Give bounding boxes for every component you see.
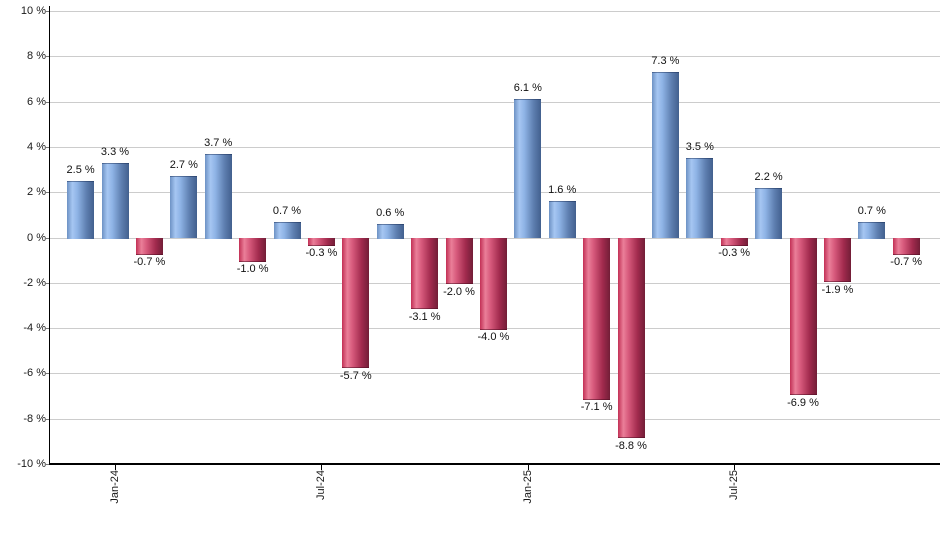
bar-mar-25	[583, 238, 611, 400]
bar-value-label: -4.0 %	[477, 331, 510, 343]
y-axis-label: 8 %	[27, 50, 46, 62]
bar-sep-24	[376, 224, 404, 239]
bar-value-label: 1.6 %	[548, 184, 577, 196]
bar-value-label: -5.7 %	[339, 370, 372, 382]
bar-value-label: 6.1 %	[513, 82, 542, 94]
bar-jul-25	[720, 238, 748, 246]
y-tick	[46, 283, 50, 284]
bar-may-24	[239, 238, 267, 262]
bar-value-label: -1.0 %	[236, 263, 269, 275]
y-axis-label: 0 %	[27, 232, 46, 244]
bar-nov-25	[858, 222, 886, 239]
bar-value-label: 3.3 %	[100, 146, 130, 158]
y-axis-label: 10 %	[20, 5, 46, 17]
bar-value-label: -0.7 %	[890, 256, 923, 268]
bar-value-label: -2.0 %	[443, 286, 475, 298]
bar-jun-25	[686, 158, 714, 238]
bar-dec-23	[67, 181, 95, 239]
y-axis-label: -6 %	[23, 367, 46, 379]
gridline	[50, 192, 940, 193]
bar-jan-25	[514, 99, 542, 238]
bar-jul-24	[307, 238, 335, 246]
y-tick	[46, 56, 50, 57]
gridline	[50, 419, 940, 420]
x-tick	[734, 465, 735, 470]
bar-value-label: 2.2 %	[754, 171, 783, 183]
y-axis-label: 4 %	[27, 141, 46, 153]
bar-dec-25	[892, 238, 920, 255]
gridline	[50, 102, 940, 103]
bar-jan-24	[101, 163, 129, 239]
bar-apr-24	[204, 154, 232, 239]
bar-value-label: 2.5 %	[66, 164, 95, 176]
bar-value-label: 2.7 %	[169, 159, 198, 171]
y-tick	[46, 328, 50, 329]
bar-value-label: -0.3 %	[305, 247, 338, 259]
gridline	[50, 11, 940, 12]
y-tick	[46, 192, 50, 193]
gridline	[50, 56, 940, 57]
y-axis-label: 2 %	[27, 186, 46, 198]
bar-nov-24	[445, 238, 473, 284]
x-axis-label: Jul-25	[728, 470, 740, 500]
x-axis-line	[49, 463, 940, 465]
bar-value-label: -6.9 %	[787, 397, 819, 409]
bar-may-25	[651, 72, 679, 238]
x-tick	[321, 465, 322, 470]
gridline	[50, 147, 940, 148]
bar-oct-25	[823, 238, 851, 282]
y-axis-line	[49, 6, 50, 465]
y-axis-label: 6 %	[27, 96, 46, 108]
bar-value-label: 3.7 %	[204, 137, 233, 149]
bar-value-label: 3.5 %	[685, 141, 714, 153]
bar-value-label: -8.8 %	[615, 440, 647, 452]
x-tick	[528, 465, 529, 470]
x-axis-label: Jul-24	[315, 470, 327, 500]
bar-oct-24	[411, 238, 439, 309]
y-axis-label: -10 %	[17, 458, 46, 470]
bar-sep-25	[789, 238, 817, 395]
y-tick	[46, 419, 50, 420]
y-tick	[46, 238, 50, 239]
bar-value-label: -0.3 %	[718, 247, 751, 259]
bar-aug-25	[755, 188, 783, 239]
x-axis-label: Jan-24	[109, 470, 121, 504]
bar-value-label: -1.9 %	[821, 284, 854, 296]
bar-feb-24	[135, 238, 163, 255]
y-tick	[46, 373, 50, 374]
bar-value-label: 0.6 %	[376, 207, 405, 219]
x-axis-label: Jan-25	[522, 470, 534, 504]
y-tick	[46, 464, 50, 465]
x-tick	[115, 465, 116, 470]
bar-value-label: 0.7 %	[272, 205, 302, 217]
bar-value-label: -3.1 %	[408, 311, 441, 323]
bar-value-label: -0.7 %	[133, 256, 166, 268]
bar-aug-24	[342, 238, 370, 368]
gridline	[50, 373, 940, 374]
bar-apr-25	[617, 238, 645, 438]
bar-dec-24	[479, 238, 507, 330]
bar-feb-25	[548, 201, 576, 238]
bar-value-label: 7.3 %	[651, 55, 680, 67]
y-axis-label: -8 %	[23, 413, 46, 425]
y-tick	[46, 11, 50, 12]
bar-value-label: 0.7 %	[857, 205, 886, 217]
y-tick	[46, 147, 50, 148]
y-axis-label: -2 %	[23, 277, 46, 289]
y-axis-label: -4 %	[23, 322, 46, 334]
bar-mar-24	[170, 176, 198, 238]
bar-value-label: -7.1 %	[580, 401, 613, 413]
y-tick	[46, 102, 50, 103]
bar-jun-24	[273, 222, 301, 239]
